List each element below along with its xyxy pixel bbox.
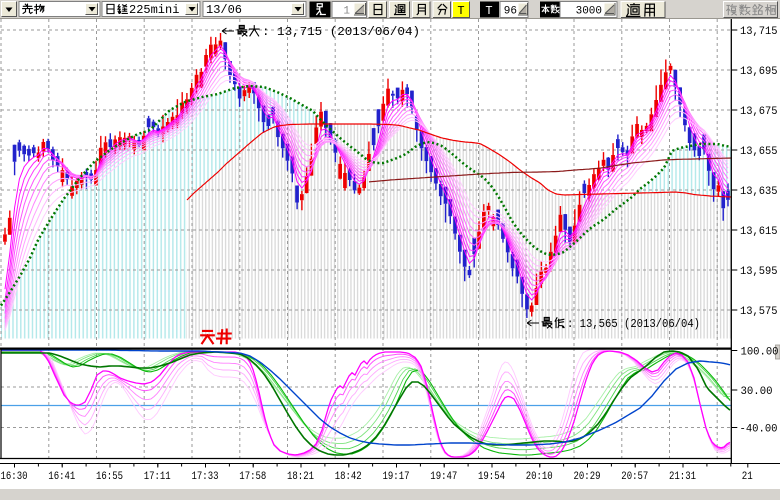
svg-text:100.00: 100.00 [741,347,779,359]
svg-text:20:57: 20:57 [621,471,648,483]
svg-text:17:58: 17:58 [239,471,266,483]
svg-text:13,575: 13,575 [740,306,778,318]
svg-text:19:47: 19:47 [430,471,457,483]
svg-text:13,715: 13,715 [740,26,778,38]
svg-text:13,675: 13,675 [740,106,778,118]
svg-text:17:11: 17:11 [144,471,171,483]
svg-text:13,655: 13,655 [740,146,778,158]
svg-text:18:42: 18:42 [335,471,362,483]
svg-text:17:33: 17:33 [192,471,219,483]
svg-text:16:30: 16:30 [1,471,28,483]
svg-text:96: 96 [504,6,517,18]
svg-text:21: 21 [742,471,753,483]
svg-text:20:10: 20:10 [526,471,553,483]
svg-text:19:54: 19:54 [478,471,505,483]
svg-text:: 13,565 (2013/06/04): : 13,565 (2013/06/04) [567,317,700,331]
svg-text:3000: 3000 [576,6,602,18]
svg-text:1: 1 [343,6,350,18]
svg-text:20:29: 20:29 [574,471,601,483]
svg-text:T: T [485,4,492,18]
svg-text:19:17: 19:17 [383,471,410,483]
svg-text:13,695: 13,695 [740,66,778,78]
svg-text:21:31: 21:31 [669,471,696,483]
svg-text:13,595: 13,595 [740,266,778,278]
svg-text:13,635: 13,635 [740,186,778,198]
svg-text:16:55: 16:55 [96,471,123,483]
svg-text:30.00: 30.00 [741,386,773,398]
svg-text:: 13,715 (2013/06/04): : 13,715 (2013/06/04) [262,25,420,39]
svg-text:18:21: 18:21 [287,471,314,483]
svg-text:13/06: 13/06 [206,3,242,17]
svg-text:-40.00: -40.00 [740,424,778,436]
svg-text:225mini: 225mini [129,3,179,17]
svg-text:T: T [457,4,464,18]
svg-text:16:41: 16:41 [48,471,75,483]
svg-text:13,615: 13,615 [740,226,778,238]
